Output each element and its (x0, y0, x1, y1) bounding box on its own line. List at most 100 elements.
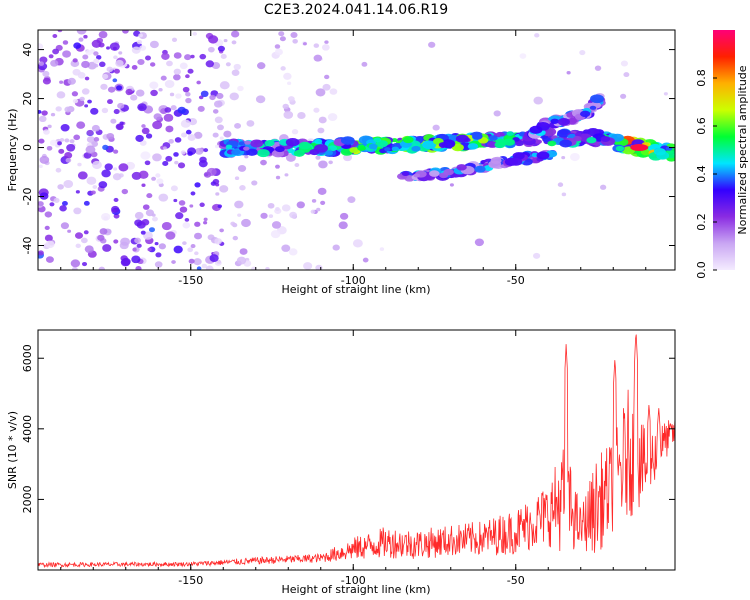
spectrogram-y-tick-label: -20 (21, 188, 34, 206)
noise-speck (303, 262, 313, 270)
noise-speck (112, 78, 118, 83)
noise-speck (115, 123, 124, 131)
noise-speck (49, 202, 55, 207)
noise-speck (328, 160, 333, 165)
colorbar-ticks: 0.0 0.2 0.4 0.6 0.8 (695, 69, 717, 279)
noise-speck (121, 188, 129, 195)
noise-speck (154, 242, 159, 246)
noise-speck (121, 257, 131, 266)
ridge-mark-main (298, 141, 311, 150)
noise-speck (207, 46, 215, 53)
noise-speck (339, 212, 349, 220)
noise-speck (184, 54, 192, 61)
noise-speck (579, 49, 586, 56)
noise-speck (72, 68, 81, 76)
noise-speck (166, 60, 173, 67)
noise-speck (237, 85, 244, 92)
noise-speck (97, 234, 105, 241)
noise-speck (177, 162, 186, 169)
noise-speck (175, 212, 184, 220)
noise-speck (154, 261, 163, 268)
spectrogram-panel: -150 -100 -50 -40 -20 0 20 40 Height of straigh… (6, 29, 676, 296)
ridge-mark-main (349, 147, 359, 153)
noise-speck (199, 202, 205, 208)
noise-speck (93, 137, 100, 142)
noise-speck (138, 170, 149, 179)
noise-speck (106, 66, 114, 73)
noise-speck (146, 193, 153, 199)
ridge-mark-main (243, 146, 250, 151)
noise-speck (171, 260, 176, 264)
noise-speck (232, 235, 239, 241)
snr-x-tick-label: -50 (507, 574, 525, 587)
noise-speck (318, 116, 327, 124)
noise-speck (77, 162, 82, 167)
noise-speck (151, 213, 156, 217)
noise-speck (182, 86, 190, 93)
noise-speck (190, 244, 196, 249)
noise-speck (347, 196, 356, 203)
noise-speck (134, 211, 144, 220)
noise-speck (56, 91, 66, 99)
ridge-mark-lower-branch (413, 173, 421, 178)
noise-speck (193, 258, 202, 266)
spectrogram-x-axis-title: Height of straight line (km) (281, 283, 430, 296)
spectrogram-y-tick-label: 40 (21, 43, 34, 57)
noise-speck (190, 191, 196, 196)
noise-speck (150, 89, 158, 97)
noise-speck (281, 204, 291, 212)
noise-speck (428, 41, 436, 48)
ridge-mark-main (472, 133, 483, 140)
ridge-mark-main (285, 137, 300, 147)
ridge-mark-main (250, 139, 264, 148)
noise-speck (361, 61, 368, 67)
noise-speck (332, 244, 340, 251)
noise-speck (66, 144, 76, 152)
noise-speck (71, 266, 78, 270)
noise-speck (59, 205, 67, 212)
noise-speck (246, 120, 255, 127)
spectrogram-x-tick-label: -100 (341, 274, 366, 287)
noise-speck (239, 248, 248, 255)
ridge-mark-main (547, 140, 557, 147)
noise-speck (62, 50, 71, 58)
noise-speck (69, 139, 75, 144)
noise-speck (198, 95, 204, 100)
noise-speck (315, 88, 326, 97)
noise-speck (106, 46, 110, 50)
noise-speck (182, 222, 191, 229)
noise-speck (38, 164, 43, 169)
noise-speck (268, 214, 274, 218)
ridge-mark-main (455, 134, 469, 143)
ridge-mark-main (225, 144, 233, 149)
noise-speck (532, 252, 541, 259)
noise-speck (78, 37, 84, 42)
noise-speck (152, 216, 158, 222)
ridge-mark-lower-branch (509, 157, 523, 166)
noise-speck (203, 221, 208, 225)
noise-speck (75, 232, 83, 239)
noise-speck (230, 30, 240, 38)
noise-speck (229, 92, 239, 101)
noise-speck (86, 129, 94, 136)
noise-speck (38, 250, 44, 256)
noise-speck (112, 173, 122, 181)
noise-speck (141, 219, 150, 226)
colorbar-tick-label: 0.6 (695, 117, 708, 135)
noise-speck (161, 221, 172, 231)
spectrogram-y-tick-label: 20 (21, 92, 34, 106)
noise-speck (164, 79, 175, 89)
snr-x-tick-label: -150 (178, 574, 203, 587)
snr-series-line (38, 334, 675, 569)
ridge-mark-main (293, 149, 305, 157)
noise-speck (310, 209, 316, 214)
snr-plot-area (38, 330, 675, 570)
noise-speck (147, 247, 152, 252)
noise-speck (321, 44, 330, 51)
noise-speck (50, 59, 59, 67)
noise-speck (38, 115, 47, 123)
noise-speck (313, 54, 323, 62)
noise-speck (217, 124, 224, 131)
noise-speck (158, 193, 169, 202)
noise-speck (161, 52, 170, 60)
